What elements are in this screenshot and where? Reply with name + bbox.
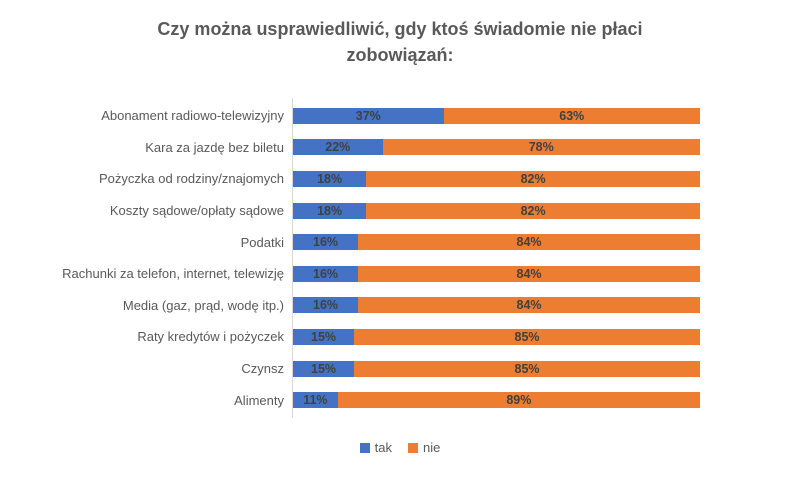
legend-label-tak: tak: [374, 440, 392, 455]
data-label-nie: 84%: [516, 235, 542, 250]
bar-track: 15% 85%: [293, 328, 700, 345]
data-label-tak: 18%: [317, 171, 343, 186]
bar-row: Media (gaz, prąd, wodę itp.) 16% 84%: [0, 290, 700, 322]
bar-row: Kara za jazdę bez biletu 22% 78%: [0, 132, 700, 164]
data-label-tak: 16%: [313, 298, 339, 313]
category-label: Abonament radiowo-telewizyjny: [101, 108, 284, 124]
bar-segment-tak: 15%: [293, 328, 355, 345]
data-label-nie: 85%: [514, 361, 540, 376]
bar-segment-tak: 15%: [293, 360, 355, 377]
legend-item-tak: tak: [359, 440, 392, 455]
bar-row: Pożyczka od rodziny/znajomych 18% 82%: [0, 163, 700, 195]
data-label-tak: 15%: [311, 329, 337, 344]
bar-track: 15% 85%: [293, 360, 700, 377]
category-label: Koszty sądowe/opłaty sądowe: [109, 203, 284, 219]
bar-segment-nie: 84%: [358, 234, 700, 251]
data-label-tak: 18%: [317, 203, 343, 218]
bar-segment-nie: 85%: [354, 328, 700, 345]
bar-segment-nie: 84%: [358, 265, 700, 282]
data-label-nie: 78%: [528, 140, 554, 155]
category-label: Alimenty: [234, 392, 284, 408]
data-label-nie: 84%: [516, 298, 542, 313]
bar-track: 16% 84%: [293, 234, 700, 251]
bar-segment-nie: 63%: [443, 107, 700, 124]
chart-legend: tak nie: [0, 440, 800, 455]
bar-segment-nie: 82%: [366, 202, 700, 219]
category-label: Rachunki za telefon, internet, telewizję: [62, 266, 284, 282]
stacked-bar-chart: Abonament radiowo-telewizyjny 37% 63% Ka…: [0, 98, 700, 418]
data-label-nie: 89%: [506, 393, 532, 408]
data-label-nie: 84%: [516, 266, 542, 281]
legend-label-nie: nie: [422, 440, 441, 455]
legend-swatch-nie-icon: [407, 442, 418, 453]
bar-segment-tak: 18%: [293, 170, 367, 187]
chart-title: Czy można usprawiedliwić, gdy ktoś świad…: [157, 19, 643, 66]
category-label: Podatki: [240, 234, 284, 250]
bar-row: Alimenty 11% 89%: [0, 384, 700, 416]
bar-track: 18% 82%: [293, 170, 700, 187]
bar-row: Czynsz 15% 85%: [0, 353, 700, 385]
data-label-nie: 82%: [520, 171, 546, 186]
data-label-tak: 15%: [311, 361, 337, 376]
data-label-nie: 85%: [514, 329, 540, 344]
bar-track: 37% 63%: [293, 107, 700, 124]
data-label-tak: 11%: [303, 393, 328, 408]
bar-segment-nie: 84%: [358, 297, 700, 314]
bar-segment-tak: 16%: [293, 297, 359, 314]
category-label: Kara za jazdę bez biletu: [145, 139, 284, 155]
bar-row: Rachunki za telefon, internet, telewizję…: [0, 258, 700, 290]
category-label: Pożyczka od rodziny/znajomych: [99, 171, 284, 187]
category-axis-line: [292, 98, 293, 418]
bar-track: 18% 82%: [293, 202, 700, 219]
category-label: Czynsz: [241, 361, 284, 377]
bar-segment-tak: 37%: [293, 107, 444, 124]
bar-segment-nie: 89%: [337, 392, 700, 409]
data-label-nie: 82%: [520, 203, 546, 218]
bar-segment-tak: 22%: [293, 139, 383, 156]
bar-track: 11% 89%: [293, 392, 700, 409]
bar-row: Koszty sądowe/opłaty sądowe 18% 82%: [0, 195, 700, 227]
bar-track: 16% 84%: [293, 297, 700, 314]
data-label-tak: 37%: [355, 108, 381, 123]
bar-segment-nie: 82%: [366, 170, 700, 187]
bar-segment-tak: 16%: [293, 234, 359, 251]
bar-segment-tak: 11%: [293, 392, 338, 409]
bar-segment-nie: 85%: [354, 360, 700, 377]
bar-segment-nie: 78%: [382, 139, 700, 156]
bar-segment-tak: 16%: [293, 265, 359, 282]
bar-row: Abonament radiowo-telewizyjny 37% 63%: [0, 100, 700, 132]
legend-swatch-tak-icon: [359, 442, 370, 453]
data-label-tak: 16%: [313, 235, 339, 250]
category-label: Raty kredytów i pożyczek: [137, 329, 284, 345]
bar-row: Podatki 16% 84%: [0, 226, 700, 258]
data-label-tak: 16%: [313, 266, 339, 281]
bar-segment-tak: 18%: [293, 202, 367, 219]
category-label: Media (gaz, prąd, wodę itp.): [122, 297, 284, 313]
data-label-tak: 22%: [325, 140, 351, 155]
bar-row: Raty kredytów i pożyczek 15% 85%: [0, 321, 700, 353]
legend-item-nie: nie: [407, 440, 441, 455]
bar-track: 16% 84%: [293, 265, 700, 282]
chart-rows: Abonament radiowo-telewizyjny 37% 63% Ka…: [0, 100, 700, 416]
bar-track: 22% 78%: [293, 139, 700, 156]
data-label-nie: 63%: [559, 108, 585, 123]
